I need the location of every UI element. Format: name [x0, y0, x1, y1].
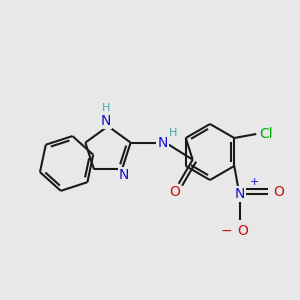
Text: O: O	[169, 184, 180, 199]
Text: +: +	[250, 177, 259, 187]
Text: N: N	[119, 168, 129, 182]
Text: N: N	[101, 114, 111, 128]
Text: O: O	[237, 224, 248, 238]
Text: O: O	[273, 185, 284, 199]
Text: Cl: Cl	[260, 127, 273, 141]
Text: H: H	[102, 103, 110, 113]
Text: N: N	[235, 187, 245, 201]
Text: H: H	[169, 128, 177, 138]
Text: −: −	[220, 224, 232, 238]
Text: N: N	[158, 136, 168, 150]
